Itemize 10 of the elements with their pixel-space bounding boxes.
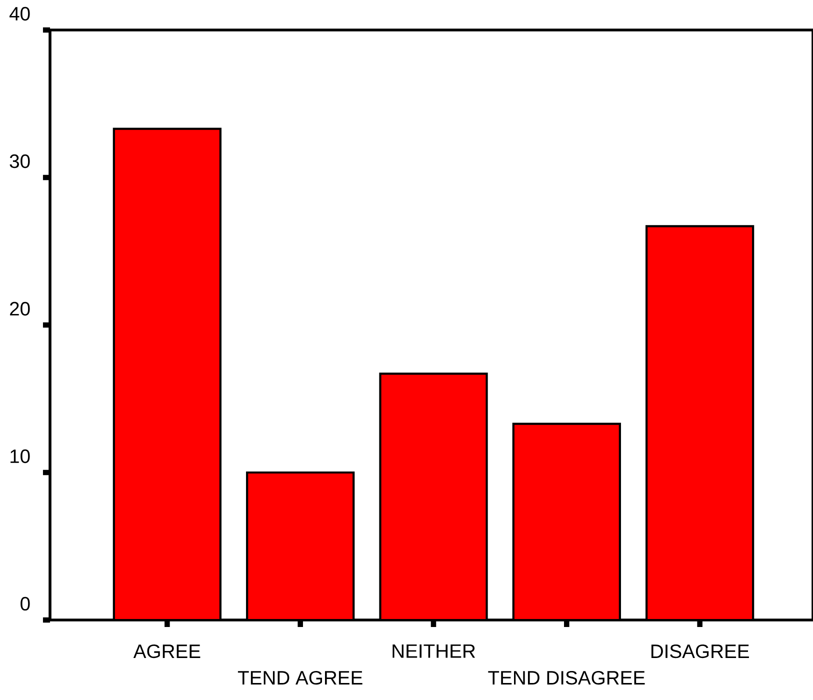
x-tick-label: TEND DISAGREE bbox=[488, 670, 645, 685]
y-tick-label: 0 bbox=[20, 596, 30, 611]
y-tick-label: 40 bbox=[10, 6, 30, 21]
x-tick-label: NEITHER bbox=[392, 644, 476, 658]
x-tick-label: DISAGREE bbox=[651, 644, 749, 658]
y-tick-label: 20 bbox=[10, 302, 30, 316]
y-tick-label: 30 bbox=[10, 154, 30, 168]
x-tick-label: AGREE bbox=[133, 644, 200, 658]
y-tick-label: 10 bbox=[10, 449, 30, 464]
x-tick-label: TEND AGREE bbox=[238, 670, 362, 685]
